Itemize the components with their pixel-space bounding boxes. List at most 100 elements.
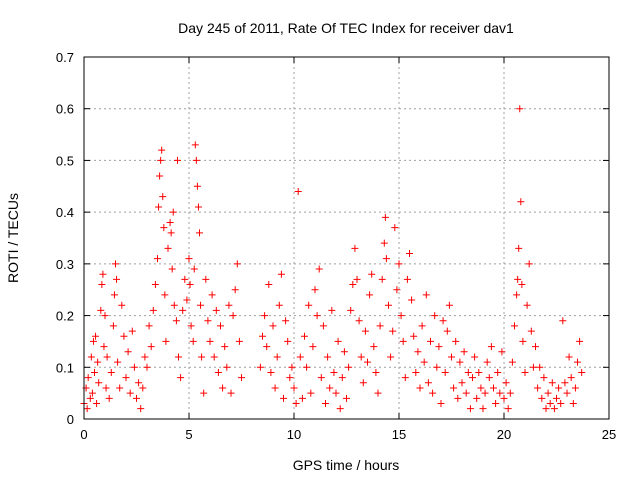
data-point xyxy=(519,337,527,345)
data-point xyxy=(516,105,524,113)
data-point xyxy=(518,281,526,289)
data-point xyxy=(338,374,346,382)
data-point xyxy=(336,405,344,413)
data-point xyxy=(105,394,113,402)
data-point xyxy=(471,353,479,361)
data-point xyxy=(206,337,214,345)
data-point xyxy=(469,374,476,382)
data-point xyxy=(540,374,548,382)
data-point xyxy=(343,394,350,402)
data-point xyxy=(196,229,203,237)
data-point xyxy=(431,312,439,320)
data-point xyxy=(370,343,378,351)
data-point xyxy=(418,322,426,330)
x-tick-label: 25 xyxy=(602,427,616,442)
data-point xyxy=(563,389,571,397)
data-point xyxy=(149,306,157,314)
data-point xyxy=(357,353,365,361)
data-point xyxy=(139,384,147,392)
data-point xyxy=(305,301,313,309)
data-point xyxy=(450,384,458,392)
data-point xyxy=(544,389,552,397)
data-point xyxy=(441,368,449,376)
data-point xyxy=(161,291,169,299)
data-point xyxy=(200,389,208,397)
data-point xyxy=(445,301,453,309)
data-point xyxy=(559,317,567,325)
data-point xyxy=(521,368,529,376)
data-point xyxy=(296,353,304,361)
data-point xyxy=(382,255,390,263)
data-point xyxy=(128,327,136,335)
y-tick-label: 0.2 xyxy=(56,309,74,324)
data-point xyxy=(406,250,413,258)
data-point xyxy=(571,384,579,392)
x-tick-label: 5 xyxy=(185,427,192,442)
x-tick-label: 0 xyxy=(80,427,87,442)
data-point xyxy=(109,322,117,330)
data-point xyxy=(504,405,512,413)
data-point xyxy=(271,384,279,392)
data-point xyxy=(517,198,525,206)
data-point xyxy=(416,384,424,392)
data-point xyxy=(166,218,174,226)
data-point xyxy=(532,343,539,351)
data-point xyxy=(359,379,367,387)
data-point xyxy=(523,301,531,309)
data-point xyxy=(172,317,180,325)
data-point xyxy=(553,394,560,402)
y-tick-label: 0.6 xyxy=(56,102,74,117)
data-point xyxy=(381,213,389,221)
data-point xyxy=(452,337,460,345)
data-point xyxy=(286,374,294,382)
data-point xyxy=(485,374,493,382)
data-point xyxy=(233,260,241,268)
data-point xyxy=(208,291,216,299)
data-point xyxy=(389,327,397,335)
data-point xyxy=(492,399,500,407)
data-point xyxy=(124,348,132,356)
data-point xyxy=(238,374,245,382)
data-point xyxy=(88,389,96,397)
x-tick-label: 10 xyxy=(287,427,301,442)
data-point xyxy=(100,343,108,351)
data-point xyxy=(94,358,102,366)
data-point xyxy=(177,374,185,382)
y-tick-label: 0.1 xyxy=(56,360,74,375)
data-point xyxy=(515,244,523,252)
data-point xyxy=(173,156,181,164)
x-axis-title: GPS time / hours xyxy=(293,457,400,473)
data-point xyxy=(435,343,443,351)
data-point xyxy=(103,353,111,361)
data-point xyxy=(366,291,374,299)
data-point xyxy=(372,368,380,376)
data-point xyxy=(317,374,325,382)
data-point xyxy=(227,389,235,397)
data-point xyxy=(490,384,497,392)
data-point xyxy=(534,384,542,392)
data-point xyxy=(261,312,269,320)
data-point xyxy=(380,239,388,247)
data-point xyxy=(550,405,558,413)
data-point xyxy=(192,156,200,164)
data-point xyxy=(439,317,447,325)
data-point xyxy=(443,327,451,335)
data-point xyxy=(181,275,189,283)
data-point xyxy=(229,312,237,320)
data-point xyxy=(387,353,395,361)
data-point xyxy=(462,389,470,397)
data-point xyxy=(269,322,277,330)
data-point xyxy=(345,363,353,371)
data-point xyxy=(391,224,399,232)
data-point xyxy=(107,368,115,376)
data-point xyxy=(479,405,487,413)
data-point xyxy=(292,399,300,407)
x-tick-label: 15 xyxy=(392,427,406,442)
data-point xyxy=(118,301,126,309)
data-point xyxy=(191,141,199,149)
data-point xyxy=(164,244,172,252)
data-point xyxy=(126,389,134,397)
data-point xyxy=(561,379,569,387)
data-point xyxy=(408,296,416,304)
data-point xyxy=(265,281,273,289)
